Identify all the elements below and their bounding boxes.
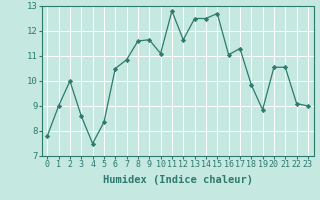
X-axis label: Humidex (Indice chaleur): Humidex (Indice chaleur): [103, 175, 252, 185]
